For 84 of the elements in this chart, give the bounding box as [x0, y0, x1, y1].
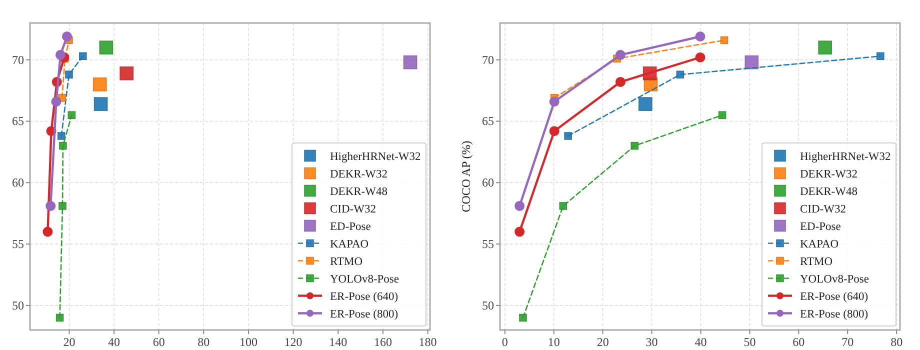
- y-tick-label: 55: [12, 237, 24, 252]
- y-tick-label: 60: [482, 176, 494, 190]
- point: [46, 200, 56, 211]
- point: [55, 50, 66, 60]
- legend-label: ED-Pose: [330, 220, 371, 233]
- point: [68, 111, 76, 119]
- point: [120, 66, 134, 80]
- y-tick-label: 70: [12, 52, 24, 67]
- point: [549, 126, 560, 136]
- point: [65, 70, 73, 78]
- point: [615, 50, 626, 60]
- x-tick-label: 160: [374, 335, 392, 349]
- point: [514, 226, 525, 237]
- legend-label: DEKR-W32: [330, 168, 388, 180]
- x-tick-label: 70: [842, 335, 854, 349]
- legend-label: KAPAO: [330, 238, 369, 250]
- x-tick-label: 30: [646, 335, 658, 349]
- legend-label: HigherHRNet-W32: [330, 150, 421, 163]
- x-tick-label: 10: [548, 335, 560, 349]
- y-tick-label: 65: [12, 114, 24, 128]
- point: [58, 202, 66, 210]
- point: [630, 142, 639, 150]
- x-tick-label: 50: [744, 335, 756, 349]
- x-tick-label: 40: [108, 335, 120, 349]
- point: [56, 314, 64, 322]
- y-tick-label: 65: [482, 114, 494, 128]
- legend-label: YOLOv8-Pose: [330, 273, 399, 286]
- x-tick-label: 60: [152, 335, 165, 349]
- point: [695, 52, 706, 62]
- legend-label: CID-W32: [330, 203, 376, 216]
- point: [519, 314, 527, 322]
- point: [99, 40, 114, 54]
- legend-label: DEKR-W48: [330, 186, 388, 198]
- point: [638, 97, 652, 111]
- point: [94, 97, 108, 111]
- x-tick-label: 60: [792, 335, 805, 349]
- point: [676, 70, 684, 78]
- x-tick-label: 20: [596, 335, 609, 349]
- legend-label: DEKR-W32: [800, 168, 858, 180]
- legend-label: ER-Pose (800): [330, 308, 398, 320]
- point: [718, 111, 726, 119]
- x-tick-label: 80: [198, 335, 210, 349]
- x-tick-label: 20: [63, 335, 76, 349]
- point: [720, 36, 728, 44]
- legend-label: ED-Pose: [800, 220, 841, 233]
- legend-label: ER-Pose (800): [800, 308, 868, 320]
- point: [403, 55, 418, 70]
- x-tick-label: 100: [239, 335, 258, 349]
- point: [564, 132, 572, 140]
- point: [62, 32, 72, 42]
- x-tick-label: 120: [284, 335, 302, 349]
- point: [57, 132, 66, 140]
- point: [818, 40, 832, 54]
- legend-label: ER-Pose (640): [800, 290, 868, 303]
- point: [514, 200, 525, 211]
- legend-label: RTMO: [330, 256, 363, 268]
- point: [695, 32, 706, 42]
- y-axis-title: COCO AP (%): [459, 140, 473, 212]
- point: [78, 52, 87, 60]
- legend-label: HigherHRNet-W32: [800, 150, 891, 163]
- point: [559, 202, 568, 210]
- x-tick-label: 180: [418, 335, 437, 349]
- x-tick-label: 140: [329, 335, 348, 349]
- point: [93, 78, 107, 92]
- y-tick-label: 50: [12, 298, 24, 312]
- legend-label: RTMO: [800, 256, 833, 268]
- point: [51, 96, 62, 107]
- x-tick-label: 40: [694, 335, 707, 349]
- legend-label: DEKR-W48: [800, 186, 858, 198]
- point: [615, 76, 626, 87]
- legend-label: YOLOv8-Pose: [800, 273, 869, 286]
- point: [549, 96, 560, 107]
- legend-label: ER-Pose (640): [330, 290, 398, 303]
- legend-label: CID-W32: [800, 203, 846, 216]
- x-tick-label: 0: [502, 335, 508, 349]
- point: [42, 226, 53, 237]
- point: [876, 52, 884, 60]
- legend-label: KAPAO: [800, 238, 839, 250]
- x-tick-label: 80: [890, 335, 903, 349]
- y-tick-label: 70: [482, 52, 494, 67]
- y-tick-label: 50: [482, 298, 494, 312]
- y-tick-label: 60: [12, 176, 24, 190]
- y-tick-label: 55: [482, 237, 494, 252]
- point: [59, 142, 67, 150]
